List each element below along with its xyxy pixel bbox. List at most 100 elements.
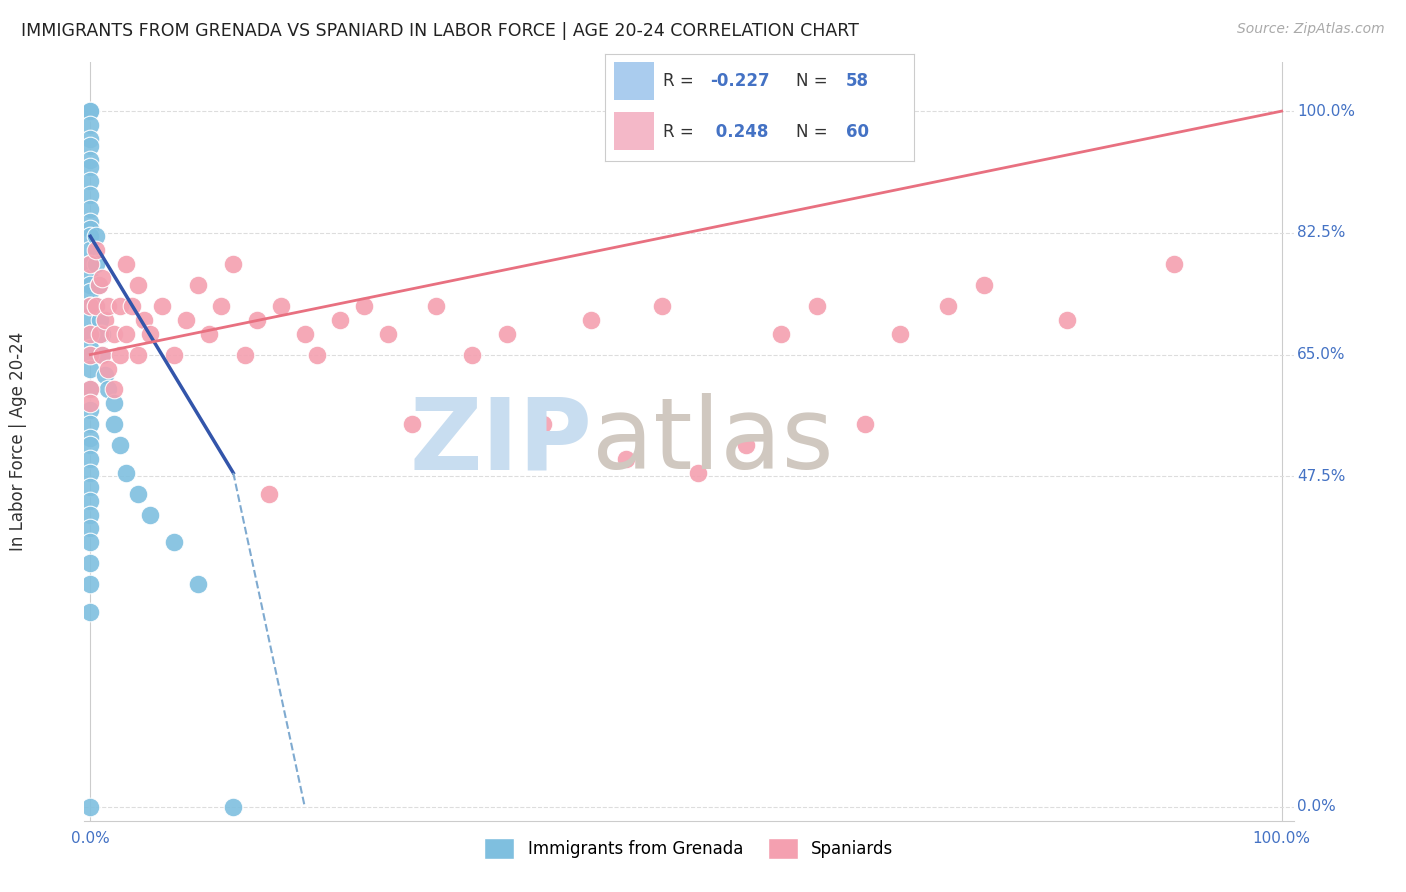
Point <box>79 480 101 494</box>
Point <box>127 486 149 500</box>
Point <box>97 299 120 313</box>
Point <box>1056 313 1078 327</box>
Point <box>79 202 101 216</box>
Point <box>84 244 107 258</box>
Point <box>163 348 186 362</box>
Text: 47.5%: 47.5% <box>1298 469 1346 483</box>
Point <box>233 348 256 362</box>
Point <box>79 278 101 293</box>
Point <box>79 299 101 313</box>
Text: Source: ZipAtlas.com: Source: ZipAtlas.com <box>1237 22 1385 37</box>
Point <box>79 299 101 313</box>
Point <box>103 417 125 432</box>
Text: 0.248: 0.248 <box>710 123 768 141</box>
Point <box>79 521 101 535</box>
Point <box>79 431 101 445</box>
Point <box>79 285 101 299</box>
Text: 0.0%: 0.0% <box>70 831 110 847</box>
Point <box>79 535 101 549</box>
Bar <box>614 112 654 150</box>
Point <box>79 118 101 132</box>
Point <box>79 104 101 119</box>
Point <box>108 348 131 362</box>
Point <box>115 257 138 271</box>
Point <box>853 417 876 432</box>
Point <box>79 466 101 480</box>
Point <box>103 396 125 410</box>
Point <box>84 229 107 244</box>
Point <box>531 417 554 432</box>
Point <box>270 299 292 313</box>
Point <box>84 299 107 313</box>
Point <box>91 326 114 341</box>
Point <box>174 313 197 327</box>
Point <box>222 257 245 271</box>
Point <box>425 299 447 313</box>
Point <box>91 271 114 285</box>
Point <box>97 383 120 397</box>
Point <box>806 299 828 313</box>
Point <box>79 383 101 397</box>
Point <box>79 605 101 619</box>
Point <box>79 341 101 355</box>
Point <box>97 361 120 376</box>
Point <box>79 326 101 341</box>
Text: 60: 60 <box>846 123 869 141</box>
Point <box>79 174 101 188</box>
Point <box>79 417 101 432</box>
Point <box>79 348 101 362</box>
Point <box>121 299 143 313</box>
Text: 100.0%: 100.0% <box>1253 831 1310 847</box>
Point <box>115 466 138 480</box>
Text: IMMIGRANTS FROM GRENADA VS SPANIARD IN LABOR FORCE | AGE 20-24 CORRELATION CHART: IMMIGRANTS FROM GRENADA VS SPANIARD IN L… <box>21 22 859 40</box>
Point <box>734 438 756 452</box>
Point <box>84 299 107 313</box>
Point <box>651 299 673 313</box>
Point <box>222 799 245 814</box>
Point <box>89 313 111 327</box>
Point <box>79 799 101 814</box>
Text: 58: 58 <box>846 72 869 90</box>
Point <box>108 299 131 313</box>
Bar <box>614 62 654 100</box>
Point <box>79 313 101 327</box>
Point <box>889 326 911 341</box>
Point <box>186 278 208 293</box>
Point <box>770 326 793 341</box>
Point <box>91 348 114 362</box>
Point <box>186 577 208 591</box>
Text: 65.0%: 65.0% <box>1298 347 1346 362</box>
Point <box>79 326 101 341</box>
Text: 100.0%: 100.0% <box>1298 103 1355 119</box>
Text: -0.227: -0.227 <box>710 72 769 90</box>
Point <box>93 313 115 327</box>
Point <box>973 278 995 293</box>
Text: 0.0%: 0.0% <box>1298 799 1336 814</box>
Point <box>579 313 602 327</box>
Point <box>79 160 101 174</box>
Point <box>150 299 173 313</box>
Point <box>79 132 101 146</box>
Point <box>79 556 101 570</box>
Point <box>79 222 101 236</box>
Point <box>79 104 101 119</box>
Point <box>79 403 101 417</box>
Point <box>353 299 375 313</box>
Text: R =: R = <box>664 72 699 90</box>
Point <box>79 271 101 285</box>
Text: atlas: atlas <box>592 393 834 490</box>
Point <box>246 313 269 327</box>
Point <box>496 326 519 341</box>
Text: N =: N = <box>796 123 834 141</box>
Point <box>79 493 101 508</box>
Point <box>79 361 101 376</box>
Point <box>936 299 959 313</box>
Point <box>139 326 162 341</box>
Text: In Labor Force | Age 20-24: In Labor Force | Age 20-24 <box>8 332 27 551</box>
Point <box>198 326 221 341</box>
Point <box>127 348 149 362</box>
Text: R =: R = <box>664 123 699 141</box>
Point <box>115 326 138 341</box>
Point <box>79 383 101 397</box>
Point <box>209 299 232 313</box>
